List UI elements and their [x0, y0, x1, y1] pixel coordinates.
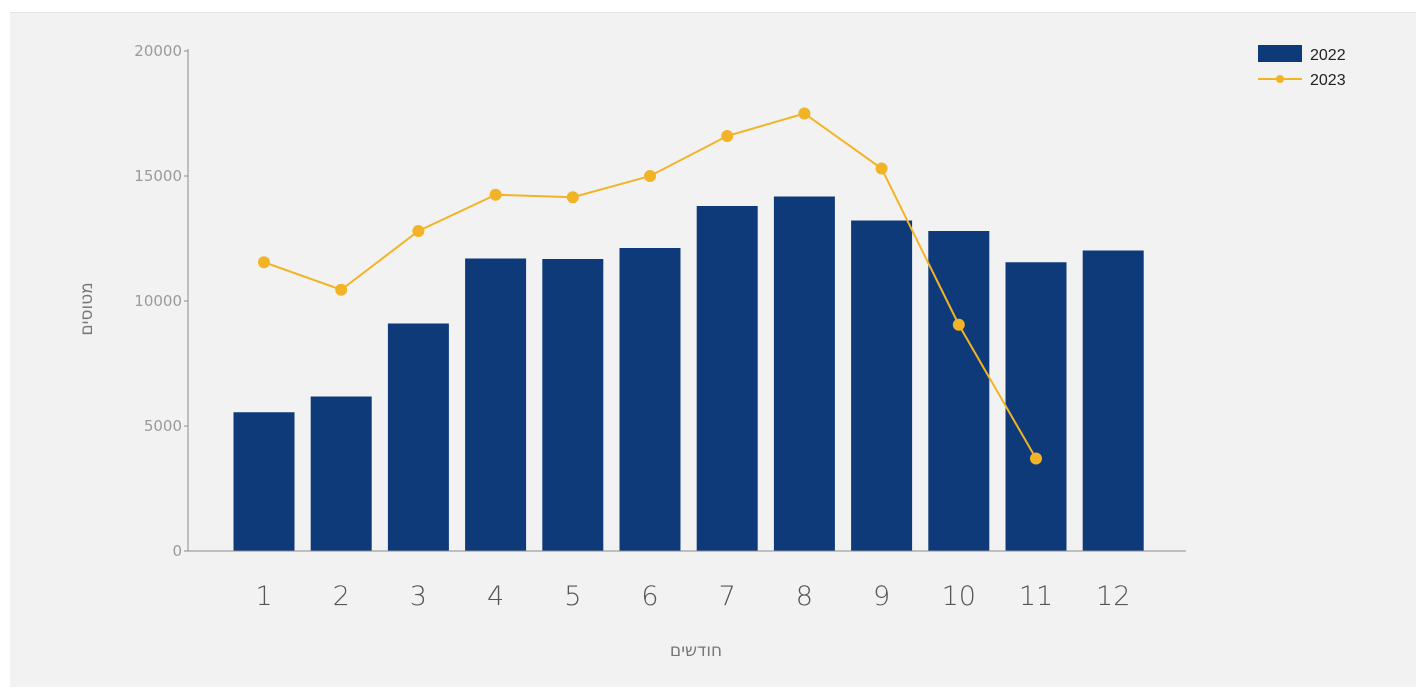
x-axis-title: חודשים [670, 641, 722, 661]
y-ticks-layer: 0 5000 10000 15000 20000 [134, 42, 188, 560]
x-tick-label: 7 [719, 581, 736, 612]
bar-2022-2 [310, 396, 372, 551]
bar-2022-11 [1005, 262, 1067, 551]
point-2023-1 [258, 256, 270, 269]
point-2023-10 [952, 318, 965, 331]
x-tick-label: 6 [641, 581, 658, 612]
bars-layer [233, 196, 1144, 551]
bar-2022-10 [928, 231, 990, 551]
chart-card: 0 5000 10000 15000 20000 1 2 3 4 5 6 7 8 9 10 11 12 מטו… [10, 12, 1416, 687]
x-tick-label: 10 [942, 581, 976, 612]
x-tick-label: 9 [873, 581, 890, 612]
line-layer [258, 107, 1042, 465]
y-tick-label: 10000 [134, 292, 182, 310]
bar-2022-1 [233, 412, 295, 551]
bar-2022-7 [696, 206, 758, 551]
y-tick-label: 15000 [134, 167, 182, 185]
point-2023-5 [566, 191, 579, 204]
point-2023-4 [489, 188, 502, 201]
legend-swatch-2022 [1258, 45, 1302, 62]
legend-label-2023: 2023 [1310, 72, 1346, 89]
x-tick-label: 12 [1096, 581, 1130, 612]
bar-2022-5 [542, 259, 604, 551]
y-axis-title: מטוסים [77, 282, 97, 335]
legend: 2022 2023 [1258, 45, 1346, 89]
bar-2022-4 [465, 258, 527, 551]
x-tick-label: 8 [796, 581, 813, 612]
x-tick-label: 1 [255, 581, 272, 612]
y-tick-label: 0 [172, 542, 182, 560]
bar-2022-12 [1082, 250, 1144, 551]
point-2023-6 [644, 170, 656, 182]
x-ticks-layer: 1 2 3 4 5 6 7 8 9 10 11 12 [255, 581, 1130, 612]
axes-layer [187, 49, 1186, 552]
x-tick-label: 4 [487, 581, 504, 612]
x-tick-label: 11 [1019, 581, 1053, 612]
point-2023-2 [335, 283, 348, 296]
point-2023-11 [1030, 452, 1042, 465]
x-tick-label: 3 [410, 581, 427, 612]
legend-label-2022: 2022 [1310, 47, 1346, 64]
bar-2022-3 [387, 323, 449, 551]
x-tick-label: 2 [333, 581, 350, 612]
bar-2022-9 [851, 220, 913, 551]
y-tick-label: 5000 [144, 417, 182, 435]
y-tick-label: 20000 [134, 42, 182, 60]
point-2023-3 [412, 225, 425, 237]
legend-marker-2023 [1276, 75, 1284, 83]
bar-2022-6 [619, 248, 681, 551]
bar-2022-8 [773, 196, 835, 551]
point-2023-7 [721, 130, 734, 142]
point-2023-9 [875, 162, 888, 175]
x-tick-label: 5 [564, 581, 581, 612]
point-2023-8 [798, 107, 811, 120]
